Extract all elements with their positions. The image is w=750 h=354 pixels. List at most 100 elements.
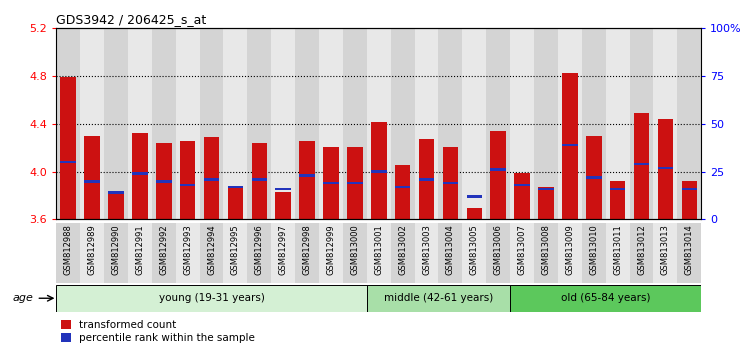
Bar [562, 73, 578, 219]
Bar [514, 173, 529, 219]
Bar [296, 28, 319, 219]
Bar [486, 223, 510, 283]
Bar [514, 184, 529, 187]
Text: GSM813001: GSM813001 [374, 224, 383, 275]
Bar [682, 188, 697, 190]
Text: GSM812991: GSM812991 [135, 224, 144, 275]
Bar [558, 28, 582, 219]
Bar [490, 131, 506, 219]
Text: GSM812997: GSM812997 [279, 224, 288, 275]
Text: GSM813013: GSM813013 [661, 224, 670, 275]
Bar [658, 166, 674, 169]
Bar [510, 28, 534, 219]
Bar [629, 28, 653, 219]
Text: GSM813005: GSM813005 [470, 224, 478, 275]
Bar [510, 223, 534, 283]
Bar [415, 28, 439, 219]
Bar [323, 147, 339, 219]
Bar [228, 185, 243, 188]
Text: GSM812988: GSM812988 [64, 224, 73, 275]
Text: GSM813006: GSM813006 [494, 224, 502, 275]
Bar [200, 28, 223, 219]
Bar [56, 285, 367, 312]
Bar [343, 223, 367, 283]
Bar [558, 223, 582, 283]
Bar [510, 285, 701, 312]
Text: GSM813008: GSM813008 [542, 224, 550, 275]
Bar [347, 147, 363, 219]
Bar [395, 165, 410, 219]
Bar [538, 188, 554, 190]
Bar [534, 223, 558, 283]
Bar [104, 28, 128, 219]
Bar [251, 178, 267, 181]
Bar [606, 28, 629, 219]
Text: GSM813011: GSM813011 [614, 224, 622, 275]
Legend: transformed count, percentile rank within the sample: transformed count, percentile rank withi… [62, 320, 255, 343]
Text: GSM813009: GSM813009 [566, 224, 574, 275]
Bar [156, 180, 172, 183]
Bar [204, 137, 219, 219]
Text: GSM813003: GSM813003 [422, 224, 431, 275]
Bar [439, 223, 462, 283]
Bar [319, 223, 343, 283]
Bar [391, 223, 415, 283]
Bar [629, 223, 653, 283]
Bar [251, 143, 267, 219]
Text: GSM812996: GSM812996 [255, 224, 264, 275]
Text: age: age [13, 293, 34, 303]
Bar [275, 188, 291, 190]
Bar [586, 176, 602, 179]
Bar [204, 178, 219, 181]
Bar [367, 28, 391, 219]
Text: GSM813007: GSM813007 [518, 224, 526, 275]
Bar [180, 141, 196, 219]
Bar [272, 223, 296, 283]
Text: GSM812992: GSM812992 [159, 224, 168, 275]
Bar [156, 143, 172, 219]
Bar [462, 223, 486, 283]
Text: GSM812994: GSM812994 [207, 224, 216, 275]
Bar [653, 28, 677, 219]
Text: GSM812993: GSM812993 [183, 224, 192, 275]
Bar [658, 119, 674, 219]
Bar [634, 163, 650, 165]
Bar [272, 28, 296, 219]
Bar [176, 28, 200, 219]
Bar [152, 28, 176, 219]
Text: GSM812998: GSM812998 [302, 224, 311, 275]
Text: old (65-84 years): old (65-84 years) [561, 293, 650, 303]
Text: GSM813012: GSM813012 [637, 224, 646, 275]
Text: GSM812990: GSM812990 [112, 224, 121, 275]
Bar [61, 77, 76, 219]
Bar [176, 223, 200, 283]
Bar [606, 223, 629, 283]
Bar [466, 195, 482, 198]
Bar [104, 223, 128, 283]
Bar [486, 28, 510, 219]
Bar [84, 136, 100, 219]
Text: GDS3942 / 206425_s_at: GDS3942 / 206425_s_at [56, 13, 206, 26]
Bar [299, 141, 315, 219]
Bar [586, 136, 602, 219]
Bar [296, 223, 319, 283]
Bar [248, 223, 272, 283]
Bar [395, 185, 410, 188]
Bar [323, 182, 339, 184]
Bar [56, 28, 80, 219]
Bar [582, 223, 606, 283]
Bar [442, 182, 458, 184]
Bar [275, 192, 291, 219]
Bar [677, 223, 701, 283]
Bar [462, 28, 486, 219]
Bar [132, 133, 148, 219]
Bar [367, 285, 510, 312]
Bar [61, 161, 76, 164]
Text: GSM812989: GSM812989 [88, 224, 97, 275]
Bar [490, 169, 506, 171]
Bar [132, 172, 148, 175]
Text: GSM813004: GSM813004 [446, 224, 455, 275]
Bar [80, 223, 104, 283]
Bar [319, 28, 343, 219]
Text: GSM813002: GSM813002 [398, 224, 407, 275]
